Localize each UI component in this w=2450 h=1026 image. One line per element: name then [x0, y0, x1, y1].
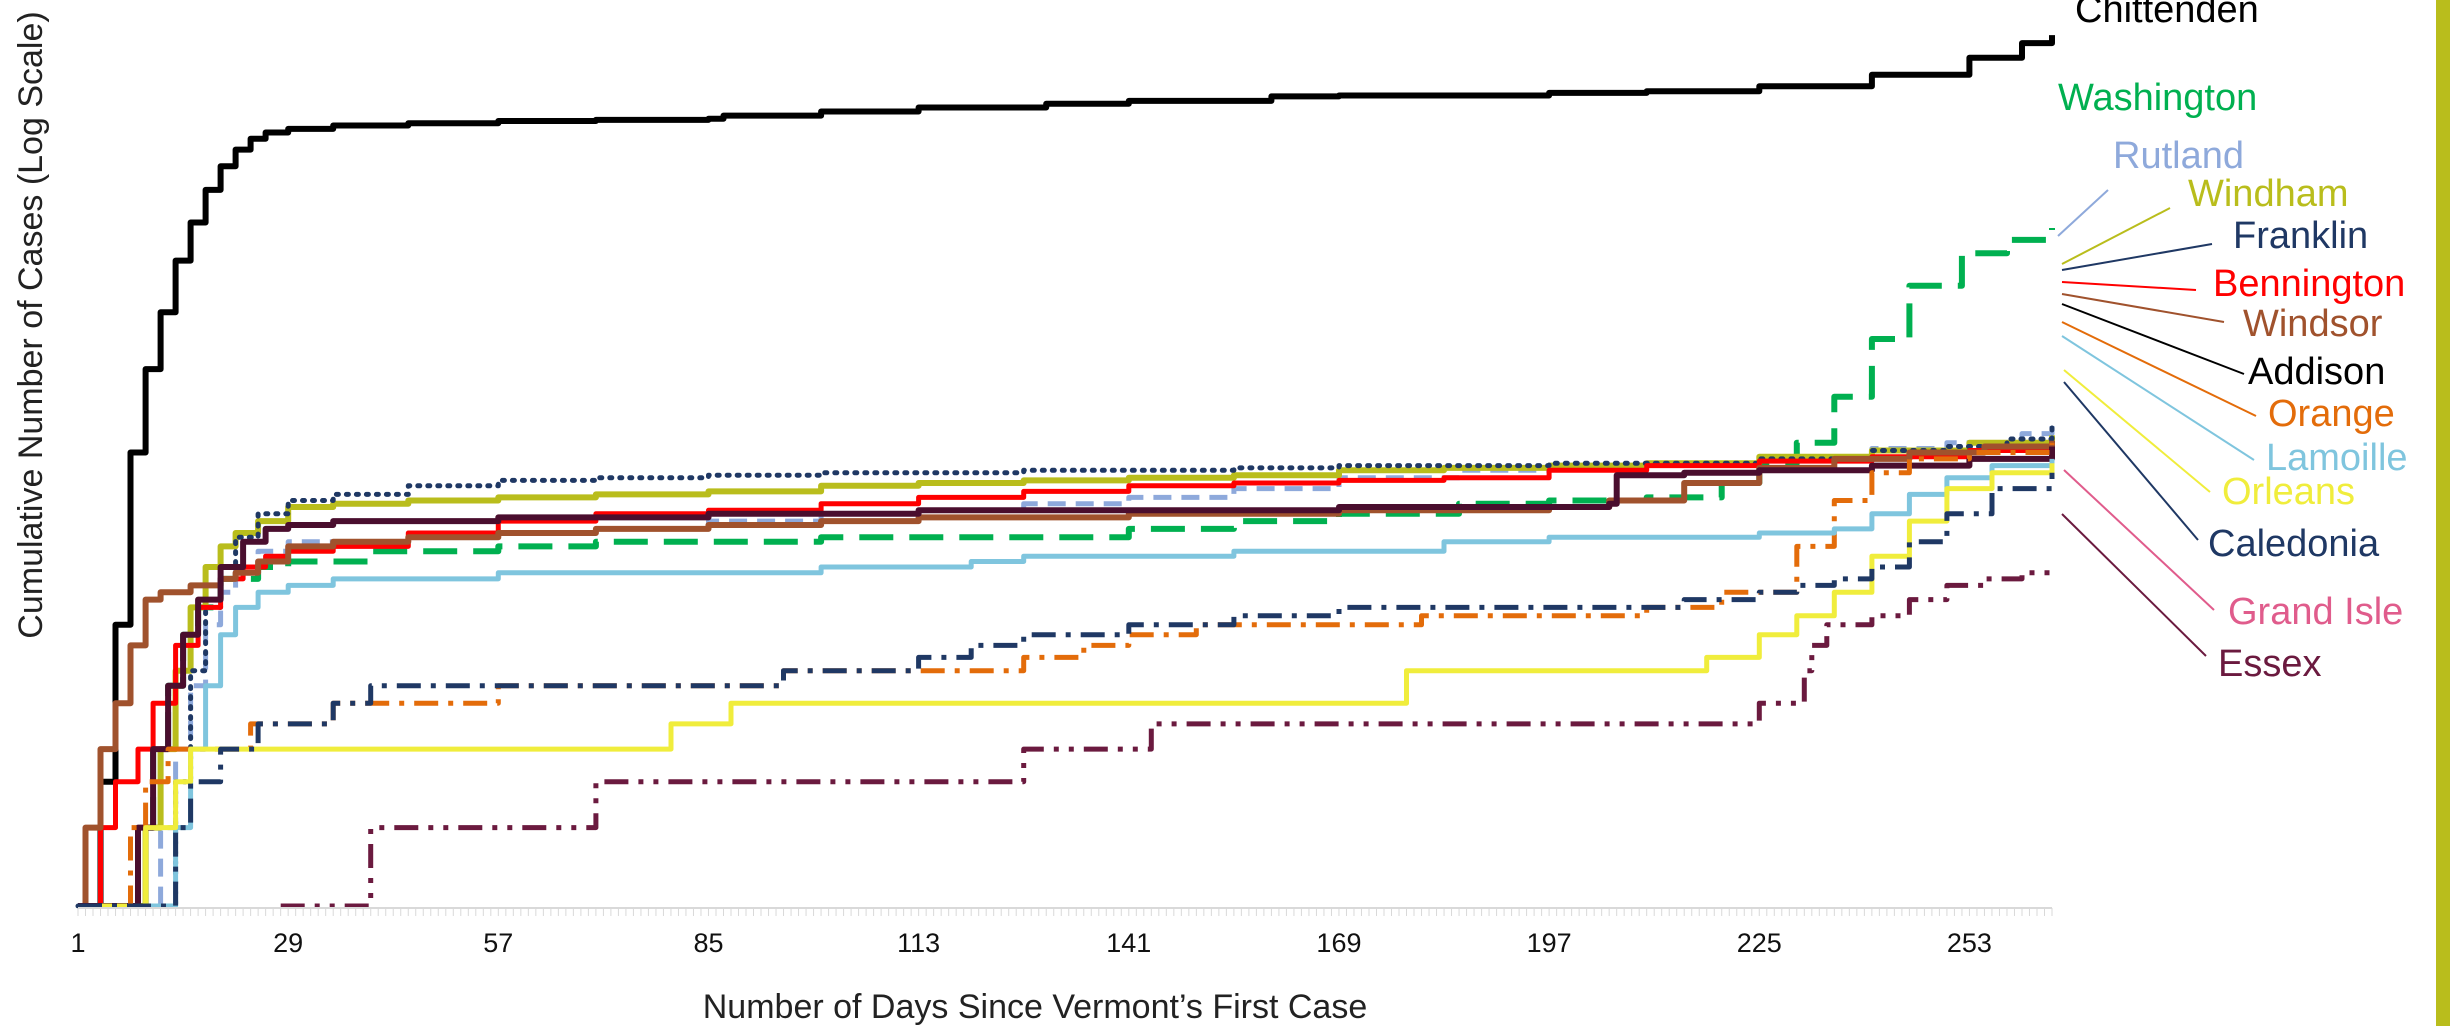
series-line-franklin [75, 419, 2055, 909]
accent-bar [2436, 0, 2450, 1026]
series-label-windham: Windham [2188, 173, 2349, 215]
leader-line-orange [2061, 321, 2257, 417]
series-label-washington: Washington [2058, 77, 2257, 119]
series-line-windsor [78, 440, 2055, 909]
series-label-orange: Orange [2268, 393, 2395, 435]
leader-line-caledonia [2063, 381, 2199, 541]
x-tick-label: 113 [897, 928, 940, 958]
x-tick-label: 225 [1737, 928, 1782, 958]
leader-line-grand-isle [2063, 469, 2215, 611]
series-label-chittenden: Chittenden [2075, 0, 2259, 31]
series-label-bennington: Bennington [2213, 263, 2405, 305]
series-layer [75, 35, 2055, 909]
series-label-windsor: Windsor [2243, 303, 2383, 345]
series-line-chittenden [78, 35, 2055, 909]
series-label-caledonia: Caledonia [2208, 523, 2380, 565]
leader-line-rutland [2057, 189, 2109, 237]
series-label-rutland: Rutland [2113, 135, 2244, 177]
series-line-caledonia [78, 472, 2055, 909]
x-axis-title: Number of Days Since Vermont’s First Cas… [703, 988, 1368, 1026]
x-tick-label: 85 [693, 928, 723, 958]
series-label-addison: Addison [2248, 351, 2385, 393]
leader-line-addison [2061, 303, 2245, 375]
leader-line-windsor [2061, 293, 2225, 323]
series-line-windham [78, 435, 2055, 909]
series-line-washington [78, 228, 2055, 909]
leader-line-franklin [2061, 243, 2213, 271]
series-line-essex [280, 567, 2055, 909]
x-tick-label: 57 [483, 928, 513, 958]
series-label-essex: Essex [2218, 643, 2321, 685]
leader-line-essex [2061, 513, 2207, 657]
series-label-grand-isle: Grand Isle [2228, 591, 2403, 633]
label-leaders [2057, 189, 2257, 657]
series-line-rutland [78, 425, 2055, 909]
x-tick-label: 29 [273, 928, 303, 958]
series-label-franklin: Franklin [2233, 215, 2368, 257]
x-tick-label: 141 [1106, 928, 1151, 958]
series-label-orleans: Orleans [2222, 471, 2355, 513]
y-axis-title: Cumulative Number of Cases (Log Scale) [12, 11, 50, 638]
leader-line-lamoille [2061, 335, 2255, 461]
series-line-addison [78, 446, 2055, 909]
leader-line-windham [2061, 207, 2171, 265]
leader-line-orleans [2063, 369, 2211, 493]
x-axis: 1 29 57 85 113 141 169 197 225 253 [70, 907, 2053, 958]
x-tick-label: 169 [1316, 928, 1361, 958]
leader-line-bennington [2061, 281, 2197, 291]
x-tick-label: 253 [1947, 928, 1992, 958]
series-labels: Chittenden Washington RutlandWindhamFrankl… [2058, 0, 2408, 685]
series-line-orleans [78, 463, 2055, 909]
x-tick-label: 197 [1527, 928, 1572, 958]
series-label-lamoille: Lamoille [2266, 437, 2408, 479]
x-tick-label: 1 [70, 928, 85, 958]
series-line-lamoille [78, 458, 2055, 909]
